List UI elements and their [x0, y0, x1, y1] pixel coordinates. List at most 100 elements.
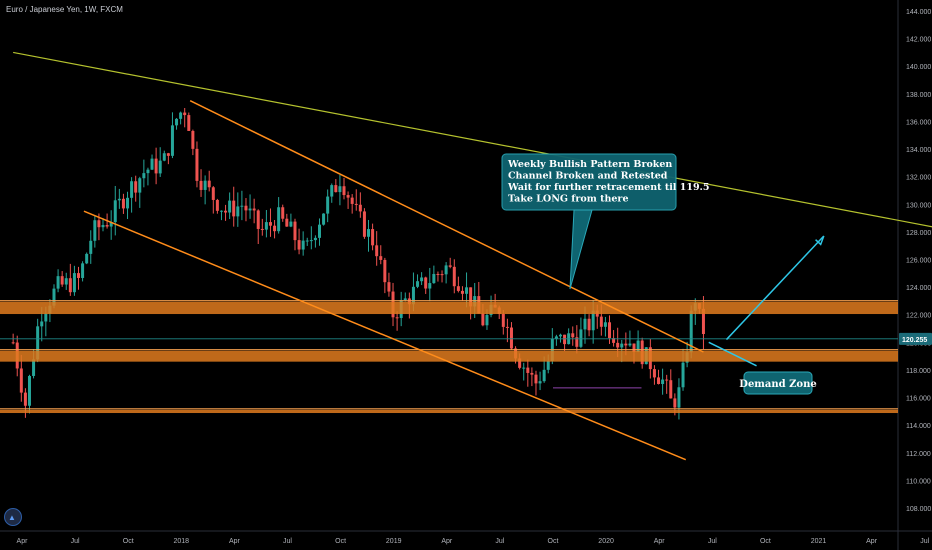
candle-body [628, 343, 632, 346]
candle-body [358, 204, 362, 212]
candle-body [146, 169, 150, 174]
x-tick-label: Jul [495, 538, 504, 545]
drawings [0, 51, 932, 461]
current-price-badge [899, 332, 932, 345]
candle-body [56, 276, 60, 289]
candle-body [448, 265, 452, 267]
candle-body [407, 298, 411, 305]
candle-body [636, 340, 640, 353]
x-tick-label: Oct [548, 538, 559, 545]
candle-body [575, 337, 579, 347]
candle-body [546, 360, 550, 370]
candle-body [256, 210, 260, 229]
x-tick-label: Apr [441, 538, 453, 545]
candle-body [77, 273, 81, 278]
candle-body [32, 359, 36, 376]
candle-body [432, 273, 436, 284]
candle-body [538, 381, 542, 384]
candle-body [199, 180, 203, 190]
candle-body [587, 318, 591, 331]
candle-body [44, 313, 48, 322]
candle-body [473, 296, 477, 307]
candle-body [509, 327, 513, 349]
horizontal-zone [0, 409, 898, 414]
candle-body [689, 310, 693, 353]
x-tick-label: 2018 [174, 538, 190, 545]
candle-body [330, 185, 334, 197]
current-price-label: 120.255 [902, 337, 927, 344]
candle-body [571, 333, 575, 338]
candle-body [23, 392, 27, 406]
tradingview-logo-icon[interactable]: ▲ [4, 508, 22, 526]
candle-body [661, 379, 665, 384]
candle-body [121, 198, 125, 209]
candle-body [187, 115, 191, 131]
channel-lower-line [83, 210, 687, 461]
candle-body [252, 208, 256, 211]
candle-body [195, 148, 199, 181]
candle-body [52, 288, 56, 306]
y-tick-label: 126.000 [906, 258, 931, 265]
candle-body [130, 181, 134, 198]
candle-body [268, 222, 272, 226]
candle-body [677, 387, 681, 408]
candle-body [481, 313, 485, 326]
candle-body [620, 343, 624, 348]
candle-body [608, 322, 612, 339]
candle-body [387, 282, 391, 292]
candle-body [27, 375, 31, 406]
candle-body [301, 240, 305, 250]
candle-body [105, 225, 109, 227]
axes: 144.000 142.000 140.000 138.000 136.000 134.0… [17, 9, 932, 545]
candle-body [309, 240, 313, 242]
candle-body [322, 213, 326, 225]
candle-body [673, 398, 677, 408]
candle-body [424, 277, 428, 289]
candle-body [440, 274, 444, 276]
candle-body [452, 266, 456, 287]
candle-body [150, 158, 154, 170]
candle-body [616, 342, 620, 348]
candle-body [285, 218, 289, 227]
candle-body [681, 362, 685, 388]
candle-body [411, 286, 415, 305]
candle-body [599, 316, 603, 327]
y-tick-label: 128.000 [906, 230, 931, 237]
candle-body [224, 210, 228, 213]
candle-body [207, 180, 211, 188]
candle-body [93, 220, 97, 241]
y-tick-label: 144.000 [906, 9, 931, 16]
x-tick-label: Apr [229, 538, 241, 545]
candle-body [469, 287, 473, 307]
callout-box [501, 153, 677, 211]
candle-body [101, 225, 105, 228]
candle-body [277, 207, 281, 232]
x-tick-label: Jul [71, 538, 80, 545]
chart-title: Euro / Japanese Yen, 1W, FXCM [6, 5, 123, 14]
candle-body [367, 229, 371, 237]
y-tick-label: 114.000 [906, 423, 931, 430]
callout-line: Wait for further retracement til 119.5 [507, 182, 709, 193]
candle-body [456, 286, 460, 291]
candle-body [350, 197, 354, 204]
candle-body [334, 185, 338, 193]
candle-body [138, 178, 142, 193]
callout-line: Channel Broken and Retested [508, 171, 668, 182]
x-tick-label: Apr [654, 538, 666, 545]
horizontal-zone [0, 350, 898, 362]
candle-body [657, 377, 661, 384]
y-tick-label: 112.000 [906, 451, 931, 458]
candle-body [701, 308, 705, 335]
y-tick-label: 116.000 [906, 396, 931, 403]
candle-body [170, 125, 174, 156]
y-tick-label: 118.000 [906, 368, 931, 375]
x-tick-label: Jul [708, 538, 717, 545]
candle-body [273, 225, 277, 232]
candle-body [603, 322, 607, 327]
candle-body [64, 278, 68, 285]
candle-body [346, 195, 350, 198]
channel-upper-line [189, 100, 704, 353]
